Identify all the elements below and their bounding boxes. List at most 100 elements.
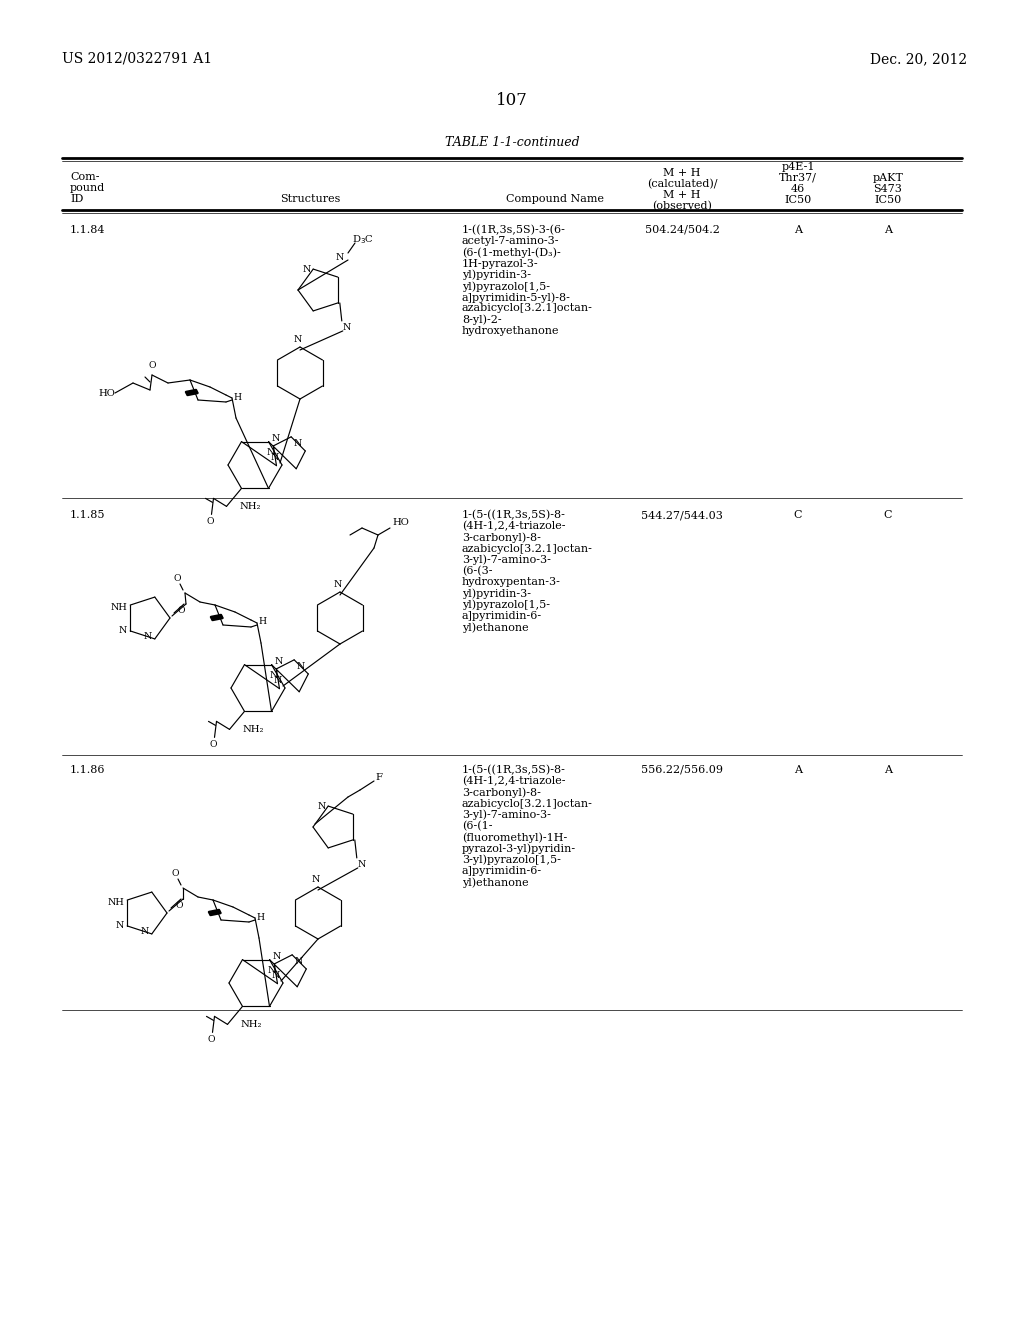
- Text: (fluoromethyl)-1H-: (fluoromethyl)-1H-: [462, 832, 567, 842]
- Text: S473: S473: [873, 183, 902, 194]
- Text: ID: ID: [70, 194, 83, 205]
- Text: N: N: [267, 966, 275, 975]
- Text: HO: HO: [98, 388, 115, 397]
- Text: pound: pound: [70, 183, 105, 193]
- Text: N: N: [293, 438, 301, 447]
- Text: H: H: [256, 912, 264, 921]
- Text: azabicyclo[3.2.1]octan-: azabicyclo[3.2.1]octan-: [462, 304, 593, 313]
- Text: Thr37/: Thr37/: [779, 173, 817, 183]
- Text: O: O: [148, 360, 156, 370]
- Text: 504.24/504.2: 504.24/504.2: [644, 224, 720, 235]
- Text: (calculated)/: (calculated)/: [647, 180, 717, 189]
- Text: Com-: Com-: [70, 172, 99, 182]
- Text: N: N: [336, 253, 344, 261]
- Text: hydroxyethanone: hydroxyethanone: [462, 326, 559, 335]
- Text: NH₂: NH₂: [240, 502, 261, 511]
- Text: 544.27/544.03: 544.27/544.03: [641, 510, 723, 520]
- Text: O: O: [208, 1035, 215, 1044]
- Text: US 2012/0322791 A1: US 2012/0322791 A1: [62, 51, 212, 66]
- Text: F: F: [375, 774, 382, 781]
- Text: (6-(1-: (6-(1-: [462, 821, 493, 832]
- Text: H: H: [258, 618, 266, 627]
- Text: 3-yl)pyrazolo[1,5-: 3-yl)pyrazolo[1,5-: [462, 854, 561, 865]
- Text: a]pyrimidin-5-yl)-8-: a]pyrimidin-5-yl)-8-: [462, 292, 570, 302]
- Text: 556.22/556.09: 556.22/556.09: [641, 766, 723, 775]
- Text: A: A: [794, 224, 802, 235]
- Text: C: C: [794, 510, 802, 520]
- Text: pyrazol-3-yl)pyridin-: pyrazol-3-yl)pyridin-: [462, 843, 577, 854]
- Text: O: O: [171, 869, 179, 878]
- Text: 1-((1R,3s,5S)-3-(6-: 1-((1R,3s,5S)-3-(6-: [462, 224, 566, 235]
- Text: A: A: [884, 224, 892, 235]
- Text: 1H-pyrazol-3-: 1H-pyrazol-3-: [462, 259, 539, 268]
- Text: 107: 107: [496, 92, 528, 110]
- Text: O: O: [173, 574, 181, 583]
- Text: A: A: [884, 766, 892, 775]
- Text: (6-(3-: (6-(3-: [462, 566, 493, 577]
- Text: (4H-1,2,4-triazole-: (4H-1,2,4-triazole-: [462, 776, 565, 787]
- Text: O: O: [210, 741, 217, 750]
- Text: hydroxypentan-3-: hydroxypentan-3-: [462, 577, 561, 587]
- Text: H: H: [233, 392, 241, 401]
- Text: 1.1.85: 1.1.85: [70, 510, 105, 520]
- Text: 3-yl)-7-amino-3-: 3-yl)-7-amino-3-: [462, 554, 551, 565]
- Text: pAKT: pAKT: [872, 173, 903, 183]
- Text: yl)ethanone: yl)ethanone: [462, 876, 528, 887]
- Text: (observed): (observed): [652, 201, 712, 211]
- Text: 1-(5-((1R,3s,5S)-8-: 1-(5-((1R,3s,5S)-8-: [462, 510, 566, 520]
- Text: O: O: [207, 517, 214, 527]
- Text: yl)pyrazolo[1,5-: yl)pyrazolo[1,5-: [462, 281, 550, 292]
- Text: Compound Name: Compound Name: [506, 194, 604, 205]
- Text: acetyl-7-amino-3-: acetyl-7-amino-3-: [462, 236, 559, 247]
- Text: A: A: [794, 766, 802, 775]
- Text: HO: HO: [392, 517, 409, 527]
- Text: 3-carbonyl)-8-: 3-carbonyl)-8-: [462, 788, 541, 799]
- Text: azabicyclo[3.2.1]octan-: azabicyclo[3.2.1]octan-: [462, 799, 593, 809]
- Text: N: N: [312, 875, 321, 884]
- Text: N: N: [294, 957, 302, 966]
- Text: N: N: [357, 859, 367, 869]
- Text: azabicyclo[3.2.1]octan-: azabicyclo[3.2.1]octan-: [462, 544, 593, 553]
- Text: N: N: [140, 928, 148, 936]
- Text: N: N: [271, 972, 280, 979]
- Text: 1.1.84: 1.1.84: [70, 224, 105, 235]
- Text: N: N: [303, 264, 311, 273]
- Text: 3-carbonyl)-8-: 3-carbonyl)-8-: [462, 532, 541, 543]
- Text: N: N: [343, 323, 351, 331]
- Text: N: N: [317, 801, 327, 810]
- Text: yl)ethanone: yl)ethanone: [462, 622, 528, 632]
- Text: N: N: [296, 661, 304, 671]
- Text: yl)pyrazolo[1,5-: yl)pyrazolo[1,5-: [462, 599, 550, 610]
- Text: IC50: IC50: [784, 195, 812, 205]
- Text: TABLE 1-1-continued: TABLE 1-1-continued: [444, 136, 580, 149]
- Text: IC50: IC50: [874, 195, 901, 205]
- Text: C: C: [884, 510, 892, 520]
- Text: N: N: [266, 447, 274, 457]
- Text: N: N: [143, 632, 152, 642]
- Text: O: O: [175, 902, 182, 909]
- Text: N: N: [273, 676, 282, 685]
- Text: N: N: [272, 952, 281, 961]
- Text: M + H: M + H: [664, 168, 700, 178]
- Text: (4H-1,2,4-triazole-: (4H-1,2,4-triazole-: [462, 521, 565, 532]
- Text: NH: NH: [108, 898, 124, 907]
- Text: N: N: [334, 579, 342, 589]
- Text: N: N: [270, 453, 279, 462]
- Text: a]pyrimidin-6-: a]pyrimidin-6-: [462, 866, 542, 875]
- Text: NH₂: NH₂: [243, 725, 264, 734]
- Text: a]pyrimidin-6-: a]pyrimidin-6-: [462, 611, 542, 620]
- Text: (6-(1-methyl-(D₃)-: (6-(1-methyl-(D₃)-: [462, 247, 561, 257]
- Text: Structures: Structures: [280, 194, 340, 205]
- Text: 1.1.86: 1.1.86: [70, 766, 105, 775]
- Text: N: N: [269, 671, 278, 680]
- Text: N: N: [116, 921, 124, 931]
- Text: yl)pyridin-3-: yl)pyridin-3-: [462, 589, 531, 599]
- Text: N: N: [271, 434, 280, 444]
- Text: M + H: M + H: [664, 190, 700, 201]
- Text: N: N: [119, 627, 127, 635]
- Text: NH₂: NH₂: [241, 1020, 262, 1030]
- Text: Dec. 20, 2012: Dec. 20, 2012: [870, 51, 967, 66]
- Text: 8-yl)-2-: 8-yl)-2-: [462, 314, 502, 325]
- Text: O: O: [178, 606, 185, 615]
- Text: D$_3$C: D$_3$C: [352, 234, 374, 246]
